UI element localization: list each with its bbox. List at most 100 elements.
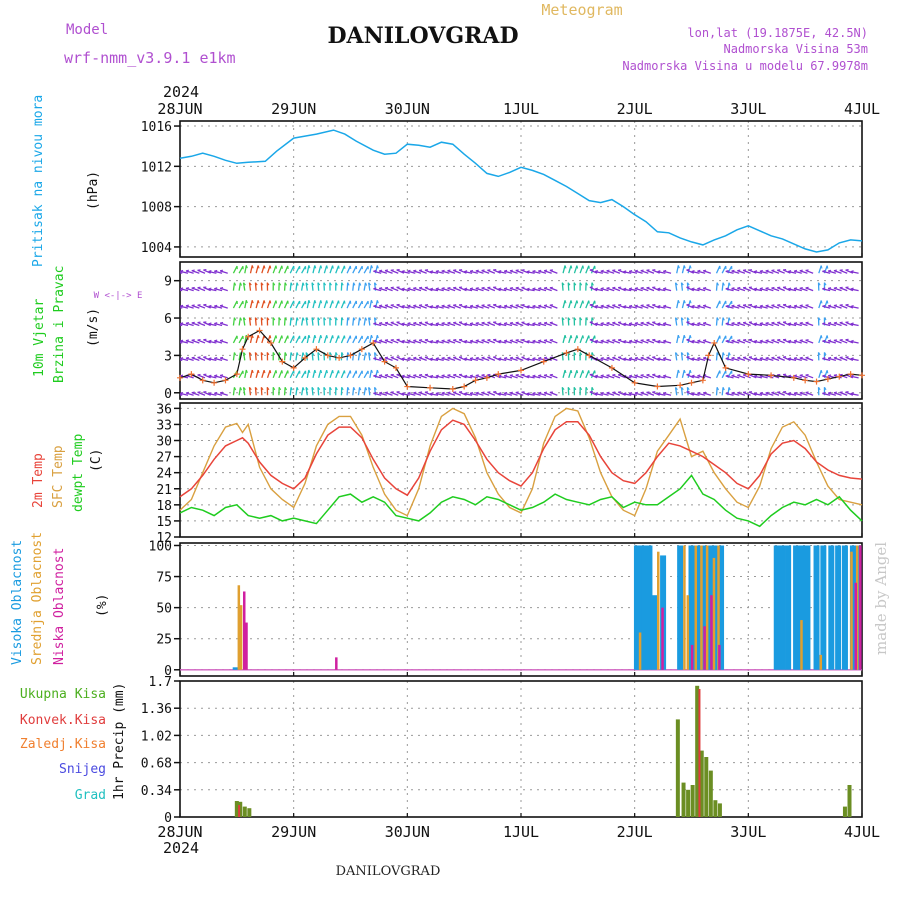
- wind-arrow-head: [266, 317, 270, 321]
- wind-arrow: [249, 369, 253, 378]
- precip-total-bar: [704, 757, 709, 817]
- wind-arrow: [379, 374, 388, 379]
- wind-arrow-head: [359, 317, 362, 321]
- wind-arrow: [487, 321, 496, 327]
- wind-arrow-head: [549, 339, 553, 341]
- wind-arrow-head: [646, 339, 650, 341]
- wind-arrow: [850, 375, 859, 379]
- wind-arrow: [606, 305, 615, 309]
- wind-arrow-head: [326, 335, 328, 339]
- wind-arrow: [197, 304, 206, 309]
- wind-arrow: [579, 335, 584, 344]
- wind-arrow: [573, 335, 578, 344]
- wind-arrow-head: [600, 339, 604, 342]
- wind-arrow-head: [296, 317, 299, 321]
- wind-arrow-head: [820, 335, 823, 339]
- wind-arrow: [232, 265, 238, 274]
- wind-arrow: [475, 374, 484, 379]
- wind-arrow: [833, 392, 842, 396]
- wind-arrow: [352, 335, 357, 344]
- precip-total-bar: [695, 685, 700, 817]
- wind-arrow: [295, 352, 298, 361]
- wind-arrow-head: [731, 304, 735, 307]
- wind-arrow-head: [263, 370, 266, 374]
- wind-arrow: [674, 387, 678, 396]
- wind-arrow: [721, 335, 727, 344]
- wind-arrow-head: [793, 356, 798, 359]
- wind-arrow-head: [628, 287, 633, 290]
- wind-arrow-head: [793, 339, 798, 342]
- wind-arrow: [413, 392, 422, 396]
- x-tick-label-top: 29JUN: [271, 100, 316, 118]
- wind-arrow: [538, 375, 547, 379]
- wind-arrow: [346, 265, 351, 274]
- wind-arrow: [458, 321, 467, 327]
- wind-arrow: [441, 305, 450, 309]
- precip-total-bar: [847, 785, 852, 817]
- wind-arrow: [453, 322, 461, 327]
- wind-arrow-head: [526, 287, 530, 290]
- wind-arrow: [357, 317, 361, 326]
- precip-ytick-label: 0.68: [141, 757, 172, 772]
- wind-arrow-head: [413, 304, 417, 307]
- wind-arrow-head: [317, 352, 321, 356]
- wind-arrow-head: [180, 357, 184, 360]
- wind-arrow: [788, 270, 797, 274]
- wind-arrow: [754, 323, 763, 327]
- wind-arrow: [617, 321, 626, 327]
- wind-arrow-head: [823, 317, 827, 321]
- wind-arrow-head: [628, 374, 633, 377]
- wind-arrow-head: [725, 392, 729, 394]
- wind-arrow: [203, 373, 211, 379]
- wind-arrow-head: [612, 269, 616, 271]
- wind-arrow: [424, 356, 433, 361]
- wind-arrow-head: [532, 339, 536, 342]
- cloud-bar: [718, 644, 721, 670]
- wind-arrow: [526, 271, 535, 274]
- wind-arrow: [458, 356, 467, 361]
- wind-arrow: [754, 270, 763, 274]
- wind-arrow-head: [185, 287, 190, 289]
- wind-arrow-head: [677, 334, 680, 339]
- wind-arrow: [697, 322, 706, 327]
- wind-arrow: [191, 357, 200, 362]
- wind-arrow: [562, 265, 566, 274]
- cloud-bar: [798, 545, 805, 670]
- cloud-bar: [835, 545, 842, 670]
- wind-arrow: [430, 288, 439, 292]
- wind-arrow: [329, 370, 334, 379]
- wind-arrow-head: [509, 391, 514, 394]
- wind-arrow: [295, 265, 301, 274]
- wind-arrow-head: [263, 265, 266, 269]
- wind-arrow-head: [657, 270, 661, 273]
- wind-arrow: [481, 269, 490, 274]
- wind-arrow: [646, 391, 655, 396]
- wind-arrow: [340, 370, 346, 379]
- wind-arrow: [634, 322, 643, 327]
- wind-arrow-head: [353, 282, 356, 286]
- wind-arrow: [579, 300, 584, 309]
- wind-arrow: [401, 270, 410, 274]
- wind-arrow-head: [266, 386, 270, 391]
- wind-arrow-head: [818, 282, 821, 286]
- wind-arrow: [384, 392, 393, 396]
- wind-arrow-head: [822, 287, 826, 290]
- wind-arrow-head: [269, 370, 272, 374]
- wind-arrow: [759, 288, 768, 292]
- wind-arrow: [453, 304, 461, 309]
- wind-speed-marker: [802, 377, 809, 384]
- wind-arrow: [827, 287, 837, 292]
- wind-arrow: [532, 270, 541, 274]
- wind-arrow-head: [374, 386, 377, 391]
- wind-arrow-head: [697, 391, 701, 394]
- cloud-bar: [242, 591, 246, 670]
- cloud-bar: [773, 545, 780, 670]
- wind-arrow: [232, 352, 236, 361]
- wind-arrow-head: [469, 374, 474, 377]
- wind-arrow: [561, 317, 564, 326]
- x-tick-label-bottom: 2JUL: [617, 823, 653, 841]
- wind-arrow-head: [765, 269, 769, 272]
- wind-arrow-head: [504, 287, 508, 290]
- wind-arrow: [203, 286, 211, 292]
- wind-arrow-head: [549, 373, 553, 376]
